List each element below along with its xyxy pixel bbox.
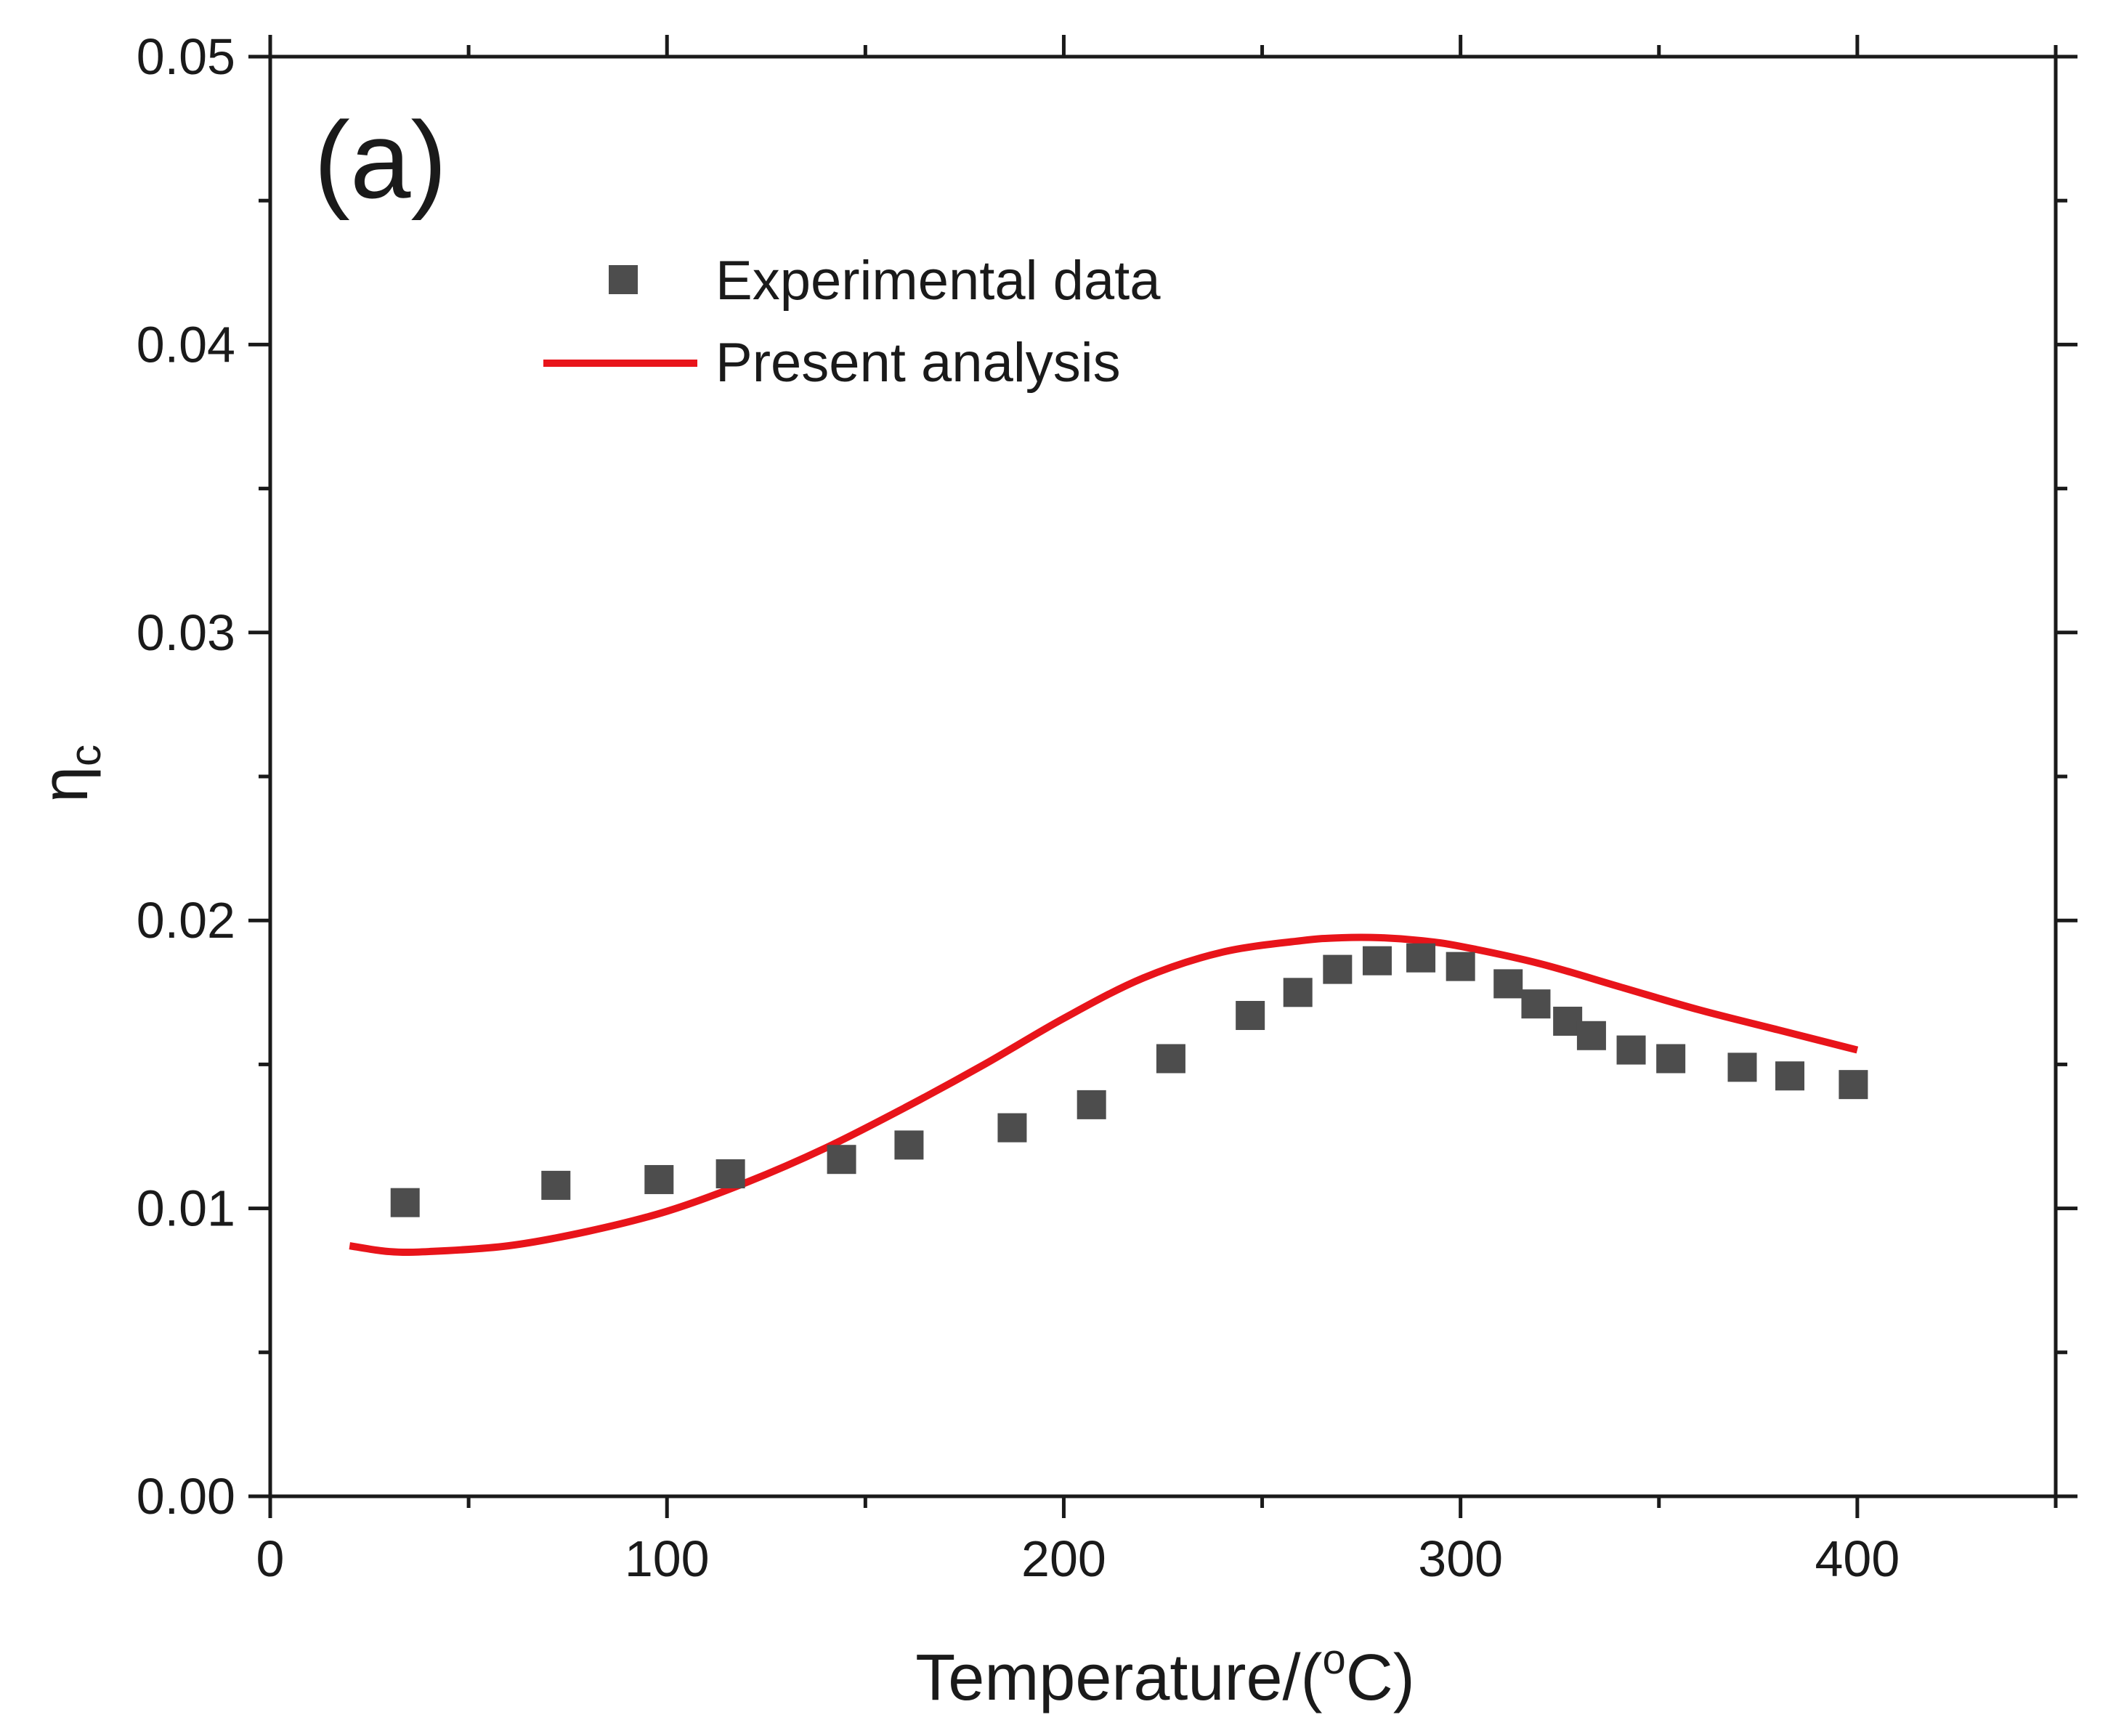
experimental-data-point	[1446, 952, 1475, 981]
experimental-data-point	[390, 1188, 420, 1217]
experimental-data-point	[1077, 1090, 1106, 1119]
y-tick-label: 0.05	[137, 28, 235, 85]
y-tick-label: 0.01	[137, 1180, 235, 1237]
legend: Experimental data Present analysis	[543, 250, 1161, 394]
present-analysis-line	[349, 933, 1859, 1257]
x-tick-label: 300	[1418, 1530, 1503, 1587]
y-tick-label: 0.02	[137, 892, 235, 949]
legend-label-present-analysis: Present analysis	[715, 332, 1121, 394]
axis-tick-labels: 0 100 200 300 400 0.00 0.01 0.02 0.03 0.04 0.05	[137, 28, 1900, 1587]
experimental-data-point	[1283, 978, 1313, 1007]
experimental-data-point	[541, 1170, 571, 1200]
experimental-data-point	[1323, 954, 1353, 984]
y-tick-label: 0.03	[137, 604, 235, 661]
x-tick-label: 0	[256, 1530, 285, 1587]
axis-ticks	[248, 35, 2077, 1518]
experimental-data-point	[894, 1130, 924, 1160]
experimental-data-point	[1727, 1052, 1757, 1082]
experimental-data-point	[1493, 969, 1523, 999]
experimental-data-point	[1576, 1021, 1606, 1050]
x-axis-title-tail: C)	[1346, 1642, 1415, 1714]
y-tick-label: 0.00	[137, 1468, 235, 1525]
present-analysis-series	[349, 933, 1859, 1257]
x-tick-label: 200	[1021, 1530, 1106, 1587]
experimental-data-point	[1775, 1061, 1805, 1091]
experimental-data-point	[1521, 989, 1551, 1019]
experimental-data-point	[1362, 946, 1392, 976]
y-axis-title-main: η	[29, 766, 102, 803]
experimental-data-series	[390, 943, 1868, 1217]
x-axis-title: Temperature/(oC)	[915, 1636, 1414, 1714]
legend-label-experimental: Experimental data	[715, 250, 1161, 312]
experimental-data-point	[1656, 1044, 1686, 1074]
experimental-data-point	[715, 1159, 745, 1189]
experimental-data-point	[1616, 1035, 1646, 1065]
legend-marker-experimental	[609, 265, 638, 294]
x-tick-label: 400	[1815, 1530, 1900, 1587]
y-axis-title: ηc	[29, 745, 110, 803]
experimental-data-point	[1236, 1001, 1265, 1031]
panel-label: (a)	[314, 99, 447, 221]
experimental-data-point	[1406, 943, 1436, 973]
experimental-data-point	[1839, 1070, 1868, 1100]
experimental-data-point	[1156, 1044, 1185, 1074]
experimental-data-point	[997, 1113, 1027, 1143]
y-axis-title-subscript: c	[61, 745, 110, 766]
y-tick-label: 0.04	[137, 316, 235, 373]
x-tick-label: 100	[625, 1530, 710, 1587]
experimental-data-point	[644, 1164, 674, 1194]
experimental-data-point	[827, 1145, 856, 1175]
x-axis-title-superscript: o	[1322, 1636, 1345, 1683]
x-axis-title-main: Temperature/(	[915, 1642, 1322, 1714]
